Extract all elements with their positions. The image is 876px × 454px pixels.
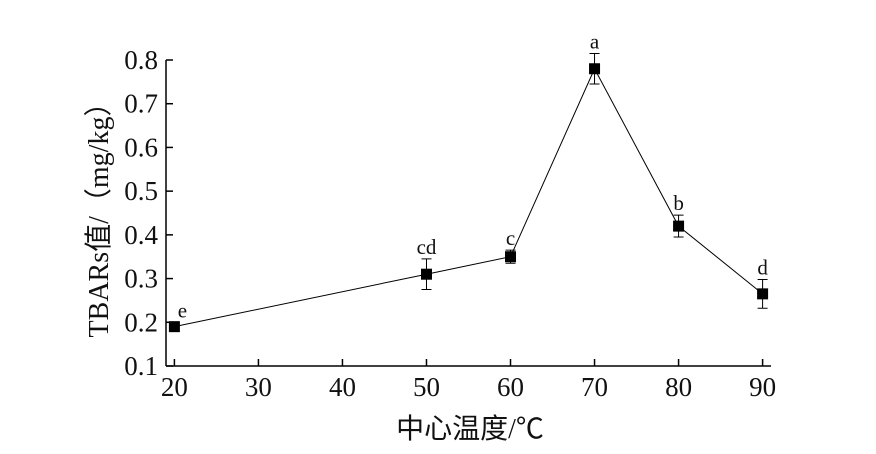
y-tick-label: 0.6 — [124, 132, 158, 162]
point-label: cd — [417, 235, 437, 259]
marker — [168, 321, 180, 333]
data-line — [174, 67, 763, 328]
y-tick-label: 0.4 — [124, 220, 158, 250]
marker — [505, 251, 517, 263]
x-tick-label: 70 — [581, 372, 608, 402]
y-axis-label: TBARs值/（mg/kg） — [83, 89, 115, 338]
marker — [673, 220, 685, 232]
y-tick-label: 0.8 — [124, 45, 158, 75]
y-tick-label: 0.5 — [124, 176, 158, 206]
point-label: e — [178, 298, 187, 322]
x-tick-label: 30 — [245, 372, 272, 402]
x-tick-label: 60 — [497, 372, 524, 402]
y-tick-label: 0.2 — [124, 307, 158, 337]
x-tick-label: 20 — [161, 372, 188, 402]
point-label: b — [673, 191, 684, 215]
point-label: a — [590, 29, 600, 53]
x-tick-label: 40 — [329, 372, 356, 402]
x-axis-label: 中心温度/℃ — [396, 413, 544, 445]
point-label: d — [757, 255, 768, 279]
y-tick-label: 0.3 — [124, 264, 158, 294]
marker — [589, 63, 601, 75]
y-tick-label: 0.1 — [124, 351, 158, 381]
marker — [420, 268, 432, 280]
y-tick-label: 0.7 — [124, 89, 158, 119]
x-tick-label: 80 — [665, 372, 692, 402]
x-tick-label: 50 — [413, 372, 440, 402]
point-label: c — [506, 226, 515, 250]
x-tick-label: 90 — [749, 372, 776, 402]
marker — [757, 288, 769, 300]
